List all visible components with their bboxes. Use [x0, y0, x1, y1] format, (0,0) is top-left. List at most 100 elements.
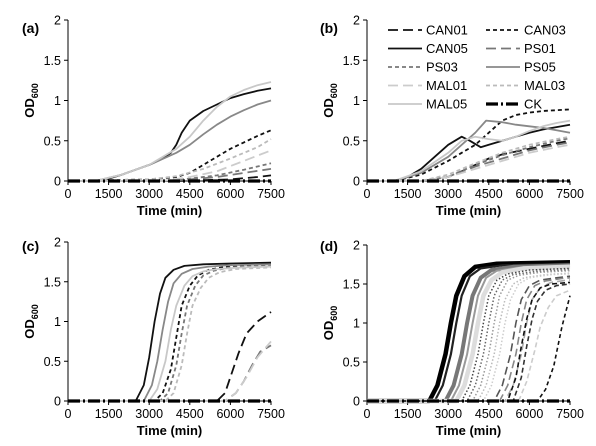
series-line-curve-4 [367, 264, 571, 404]
y-axis-title-subscript: 600 [30, 304, 40, 319]
panel-0: 0 0.5 1 1.5 2 0 1500 3000 4500 6000 7500 Time (min)… [22, 14, 285, 219]
panel-label: (c) [22, 238, 39, 254]
series-line-ps03 [68, 265, 272, 402]
x-tick-label: 0 [364, 407, 371, 421]
series-line-curve-6 [367, 269, 571, 402]
series-line-curve-2 [367, 263, 571, 403]
y-tick-label: 1.5 [343, 54, 360, 68]
y-axis-title-main: OD [22, 98, 37, 118]
y-axis-title-subscript: 600 [329, 306, 339, 321]
series-line-curve-0 [367, 259, 571, 404]
y-tick-label: 1 [353, 317, 360, 331]
series-line-curve-5 [367, 267, 571, 402]
y-tick-label: 0.5 [44, 355, 61, 369]
y-axis-title: OD600 [321, 83, 339, 118]
x-tick-label: 4500 [475, 187, 503, 201]
y-tick-label: 1.5 [44, 275, 61, 289]
legend: CAN01 CAN03 CAN05 PS01 PS03 PS05 MAL01 MAL03 MAL… [388, 23, 566, 112]
panel-1: 0 0.5 1 1.5 2 0 1500 3000 4500 6000 7500 Time (min)… [320, 14, 584, 219]
y-tick-label: 1 [54, 315, 61, 329]
x-tick-label: 1500 [394, 187, 422, 201]
y-axis-title-subscript: 600 [30, 83, 40, 98]
x-tick-label: 7500 [556, 187, 584, 201]
series-line-curve-1 [367, 262, 571, 403]
x-tick-label: 6000 [515, 407, 543, 421]
series-line-curve-8 [367, 272, 571, 402]
x-axis-title: Time (min) [436, 423, 502, 438]
legend-label: CAN03 [524, 23, 566, 38]
legend-label: MAL01 [426, 78, 467, 93]
series-line-can05 [367, 123, 571, 182]
series-line-ps01 [367, 141, 571, 182]
y-tick-label: 2 [54, 14, 61, 28]
series-line-mal03 [367, 135, 571, 182]
x-tick-label: 3000 [135, 187, 163, 201]
legend-label: CAN05 [426, 41, 468, 56]
x-tick-label: 6000 [216, 187, 244, 201]
series-line-can05 [68, 261, 272, 402]
series-line-ps05 [68, 99, 272, 182]
x-tick-label: 0 [65, 407, 72, 421]
y-axis-title-subscript: 600 [329, 83, 339, 98]
x-tick-label: 4500 [176, 407, 204, 421]
y-axis-title-main: OD [22, 319, 37, 339]
series-line-can01 [367, 139, 571, 182]
x-tick-label: 7500 [257, 407, 285, 421]
x-tick-label: 6000 [216, 407, 244, 421]
y-tick-label: 1.5 [343, 278, 360, 292]
y-tick-label: 0.5 [44, 134, 61, 148]
panel-label: (b) [320, 20, 338, 36]
y-tick-label: 2 [353, 239, 360, 253]
panel-2: 0 0.5 1 1.5 2 0 1500 3000 4500 6000 7500 Time (min)… [22, 236, 285, 439]
y-tick-label: 0 [54, 395, 61, 409]
series-line-mal01 [68, 149, 272, 182]
panel-3: 0 0.5 1 1.5 2 0 1500 3000 4500 6000 7500 Time (min)… [320, 238, 584, 438]
panel-label: (a) [22, 20, 39, 36]
y-tick-label: 0 [353, 175, 360, 189]
x-tick-label: 6000 [515, 187, 543, 201]
panel-label: (d) [320, 238, 338, 254]
y-tick-label: 1 [54, 94, 61, 108]
x-tick-label: 3000 [135, 407, 163, 421]
y-axis-title: OD600 [22, 83, 40, 118]
y-tick-label: 0.5 [343, 356, 360, 370]
series-line-mal03 [67, 138, 272, 182]
y-tick-label: 0 [54, 175, 61, 189]
series-line-can05 [68, 87, 272, 182]
x-axis-title: Time (min) [436, 203, 502, 218]
legend-label: PS01 [524, 41, 556, 56]
x-tick-label: 3000 [434, 407, 462, 421]
x-axis-title: Time (min) [137, 423, 203, 438]
series-line-curve-10 [367, 275, 571, 402]
series-line-curve-14 [367, 283, 571, 402]
legend-label: MAL03 [524, 78, 565, 93]
y-tick-label: 0.5 [343, 134, 360, 148]
x-tick-label: 7500 [556, 407, 584, 421]
x-tick-label: 1500 [95, 187, 123, 201]
series-line-can03 [367, 108, 571, 182]
series-line-curve-7 [367, 269, 571, 402]
y-tick-label: 1.5 [44, 54, 61, 68]
x-tick-label: 0 [364, 187, 371, 201]
x-axis-title: Time (min) [137, 203, 203, 218]
y-axis-title: OD600 [22, 304, 40, 339]
series-line-curve-15 [367, 289, 571, 402]
y-tick-label: 0 [353, 395, 360, 409]
series-line-curve-3 [367, 265, 571, 402]
series-line-ps05 [68, 263, 272, 402]
series-line-curve-9 [367, 273, 571, 402]
y-axis-title: OD600 [321, 306, 339, 341]
y-axis-title-main: OD [321, 321, 336, 341]
y-tick-label: 2 [54, 236, 61, 250]
series-line-ps01 [68, 344, 272, 402]
series-line-mal01 [367, 143, 571, 182]
legend-label: PS05 [524, 60, 556, 75]
x-tick-label: 4500 [176, 187, 204, 201]
x-tick-label: 1500 [394, 407, 422, 421]
y-tick-label: 1 [353, 94, 360, 108]
legend-label: PS03 [426, 60, 458, 75]
x-tick-label: 7500 [257, 187, 285, 201]
series-line-mal05 [68, 81, 272, 182]
legend-label: CK [524, 97, 542, 112]
